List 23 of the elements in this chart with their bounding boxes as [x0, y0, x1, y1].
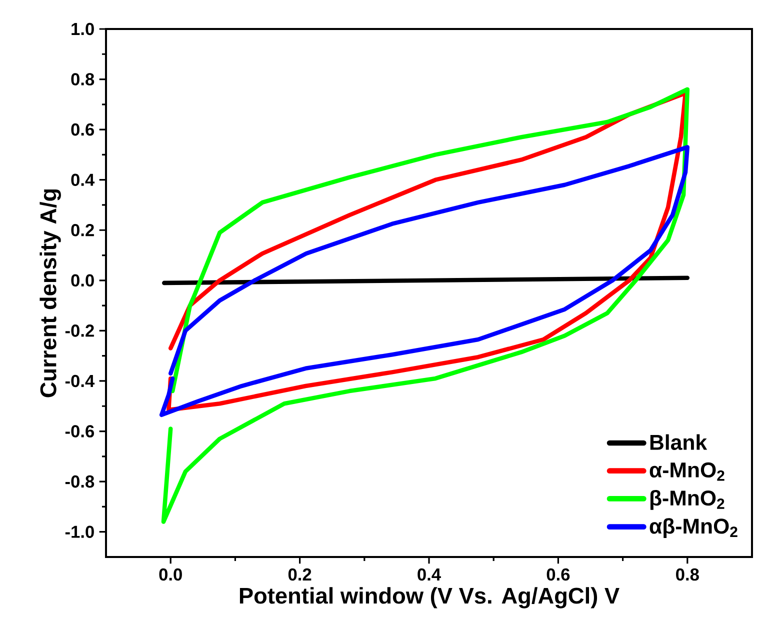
x-tick-label: 0.8 [676, 568, 699, 581]
legend-label: β-MnO$_{2}$ [650, 490, 724, 510]
y-tick-label: -0.2 [65, 324, 94, 337]
y-tick-label: 0.8 [71, 73, 94, 86]
legend-label: α-MnO$_{2}$ [650, 462, 724, 481]
y-tick-label: 0.2 [71, 224, 94, 236]
y-axis-title: Current density A/g [40, 189, 61, 398]
y-tick-label: 0.0 [71, 274, 94, 287]
y-tick-label: -0.8 [65, 475, 94, 488]
y-tick-label: 0.4 [71, 174, 95, 186]
x-tick-label: 0.2 [288, 568, 312, 581]
x-axis-title: Potential window (V Vs. Ag/AgCl) V [240, 587, 620, 608]
x-tick-label: 0.6 [546, 568, 570, 581]
line-series [159, 145, 690, 418]
x-tick-label: 0.4 [418, 568, 441, 581]
y-tick-label: -1.0 [65, 526, 94, 538]
y-tick-label: 1.0 [72, 22, 94, 36]
y-tick-label: -0.4 [65, 374, 95, 388]
legend-label: Blank [650, 434, 708, 450]
legend-label: αβ-MnO$_{2}$ [650, 518, 738, 538]
x-tick-label: 0.0 [159, 568, 182, 581]
y-tick-label: 0.6 [71, 123, 94, 136]
y-tick-label: -0.6 [65, 425, 94, 438]
